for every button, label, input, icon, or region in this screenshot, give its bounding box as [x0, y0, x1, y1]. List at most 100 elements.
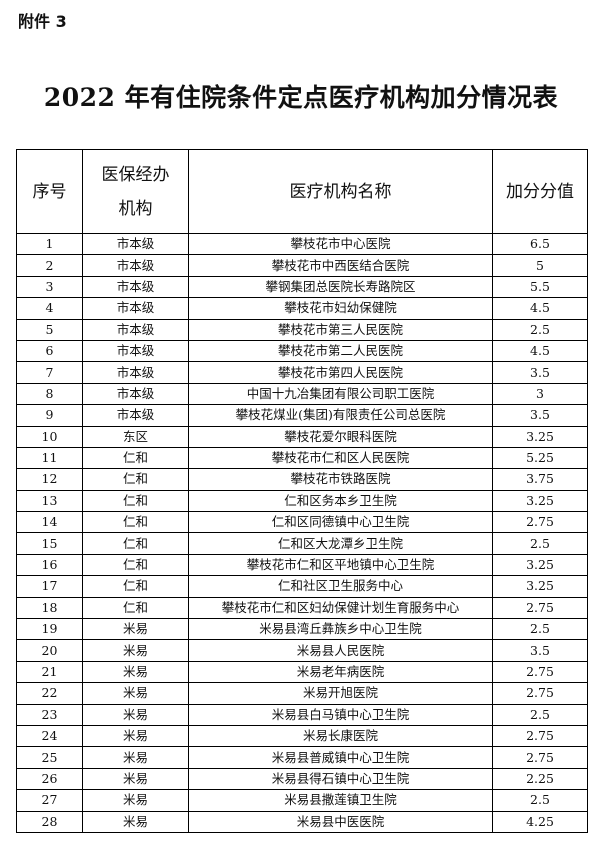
cell-score: 3.25: [492, 489, 588, 513]
cell-index: 2: [16, 254, 83, 277]
cell-score: 2.5: [492, 618, 588, 641]
cell-agency: 市本级: [82, 275, 189, 299]
cell-score: 4.25: [492, 810, 588, 833]
cell-institution: 攀枝花市中心医院: [188, 232, 493, 256]
cell-institution: 攀枝花市铁路医院: [188, 468, 493, 491]
cell-index: 27: [16, 789, 83, 812]
cell-score: 3.25: [492, 575, 588, 598]
cell-score: 3.5: [492, 361, 588, 384]
cell-agency: 米易: [82, 660, 189, 684]
cell-index: 1: [16, 232, 83, 256]
table-row: 6 市本级 攀枝花市第二人民医院 4.5: [16, 339, 588, 363]
cell-institution: 攀枝花爱尔眼科医院: [188, 425, 493, 448]
cell-agency: 米易: [82, 746, 189, 769]
cell-score: 3.5: [492, 639, 588, 662]
header-score: 加分分值: [492, 149, 588, 234]
table-row: 16 仁和 攀枝花市仁和区平地镇中心卫生院 3.25: [16, 553, 588, 577]
cell-score: 2.5: [492, 532, 588, 555]
cell-agency: 市本级: [82, 318, 189, 341]
cell-agency: 仁和: [82, 532, 189, 555]
cell-agency: 市本级: [82, 382, 189, 406]
cell-institution: 米易长康医院: [188, 724, 493, 748]
table-row: 18 仁和 攀枝花市仁和区妇幼保健计划生育服务中心 2.75: [16, 596, 588, 620]
cell-institution: 攀枝花市仁和区平地镇中心卫生院: [188, 553, 493, 577]
table-row: 22 米易 米易开旭医院 2.75: [16, 682, 588, 705]
header-agency-line1: 医保经办: [101, 164, 170, 185]
cell-agency: 米易: [82, 682, 189, 705]
cell-institution: 米易县湾丘彝族乡中心卫生院: [188, 618, 493, 641]
cell-agency: 仁和: [82, 596, 189, 620]
header-index: 序号: [16, 149, 83, 234]
table-row: 2 市本级 攀枝花市中西医结合医院 5: [16, 254, 588, 277]
cell-score: 2.75: [492, 746, 588, 769]
cell-index: 28: [16, 810, 83, 833]
table-row: 14 仁和 仁和区同德镇中心卫生院 2.75: [16, 511, 588, 534]
cell-agency: 市本级: [82, 254, 189, 277]
cell-score: 2.75: [492, 596, 588, 620]
cell-agency: 米易: [82, 724, 189, 748]
table-row: 1 市本级 攀枝花市中心医院 6.5: [16, 232, 588, 256]
header-institution: 医疗机构名称: [188, 149, 493, 234]
cell-agency: 米易: [82, 789, 189, 812]
table-row: 5 市本级 攀枝花市第三人民医院 2.5: [16, 318, 588, 341]
table-row: 9 市本级 攀枝花煤业(集团)有限责任公司总医院 3.5: [16, 404, 588, 427]
cell-institution: 攀枝花市第二人民医院: [188, 339, 493, 363]
cell-agency: 米易: [82, 767, 189, 791]
cell-index: 17: [16, 575, 83, 598]
cell-agency: 米易: [82, 639, 189, 662]
cell-institution: 米易县人民医院: [188, 639, 493, 662]
table-row: 24 米易 米易长康医院 2.75: [16, 724, 588, 748]
cell-institution: 攀枝花市中西医结合医院: [188, 254, 493, 277]
table-row: 27 米易 米易县撒莲镇卫生院 2.5: [16, 789, 588, 812]
table-row: 4 市本级 攀枝花市妇幼保健院 4.5: [16, 297, 588, 320]
cell-institution: 仁和社区卫生服务中心: [188, 575, 493, 598]
cell-score: 5.5: [492, 275, 588, 299]
table-row: 10 东区 攀枝花爱尔眼科医院 3.25: [16, 425, 588, 448]
cell-score: 2.75: [492, 724, 588, 748]
cell-index: 16: [16, 553, 83, 577]
cell-index: 11: [16, 446, 83, 470]
cell-score: 6.5: [492, 232, 588, 256]
table-row: 17 仁和 仁和社区卫生服务中心 3.25: [16, 575, 588, 598]
cell-institution: 米易县中医医院: [188, 810, 493, 833]
table-header-row: 序号 医保经办机构 医疗机构名称 加分分值: [16, 149, 588, 234]
cell-agency: 市本级: [82, 232, 189, 256]
cell-agency: 仁和: [82, 468, 189, 491]
table-row: 3 市本级 攀钢集团总医院长寿路院区 5.5: [16, 275, 588, 299]
score-table: 序号 医保经办 机构 医疗机构名称 加分分值 1 市本级 攀枝花市中心医院 6.5 2 市本…: [16, 149, 588, 833]
cell-institution: 米易县撒莲镇卫生院: [188, 789, 493, 812]
header-agency: 医保经办 机构: [82, 149, 189, 234]
cell-score: 2.5: [492, 789, 588, 812]
cell-institution: 攀枝花市妇幼保健院: [188, 297, 493, 320]
cell-score: 2.25: [492, 767, 588, 791]
cell-agency: 仁和: [82, 575, 189, 598]
cell-index: 8: [16, 382, 83, 406]
cell-score: 5.25: [492, 446, 588, 470]
cell-institution: 仁和区大龙潭乡卫生院: [188, 532, 493, 555]
cell-score: 2.5: [492, 318, 588, 341]
cell-institution: 仁和区务本乡卫生院: [188, 489, 493, 513]
cell-index: 4: [16, 297, 83, 320]
cell-institution: 攀钢集团总医院长寿路院区: [188, 275, 493, 299]
cell-agency: 米易: [82, 703, 189, 726]
cell-institution: 米易县得石镇中心卫生院: [188, 767, 493, 791]
attachment-label: 附件 3: [18, 12, 67, 31]
page-title: 2022 年有住院条件定点医疗机构加分情况表: [43, 83, 559, 112]
cell-agency: 米易: [82, 618, 189, 641]
cell-institution: 攀枝花市仁和区妇幼保健计划生育服务中心: [188, 596, 493, 620]
table-row: 20 米易 米易县人民医院 3.5: [16, 639, 588, 662]
cell-institution: 米易县白马镇中心卫生院: [188, 703, 493, 726]
cell-score: 4.5: [492, 297, 588, 320]
cell-agency: 仁和: [82, 446, 189, 470]
table-row: 8 市本级 中国十九冶集团有限公司职工医院 3: [16, 382, 588, 406]
cell-index: 26: [16, 767, 83, 791]
table-row: 15 仁和 仁和区大龙潭乡卫生院 2.5: [16, 532, 588, 555]
header-agency-line2: 机构: [118, 198, 153, 219]
cell-score: 5: [492, 254, 588, 277]
cell-institution: 米易老年病医院: [188, 660, 493, 684]
cell-index: 18: [16, 596, 83, 620]
cell-index: 3: [16, 275, 83, 299]
cell-index: 21: [16, 660, 83, 684]
cell-agency: 市本级: [82, 361, 189, 384]
cell-index: 13: [16, 489, 83, 513]
